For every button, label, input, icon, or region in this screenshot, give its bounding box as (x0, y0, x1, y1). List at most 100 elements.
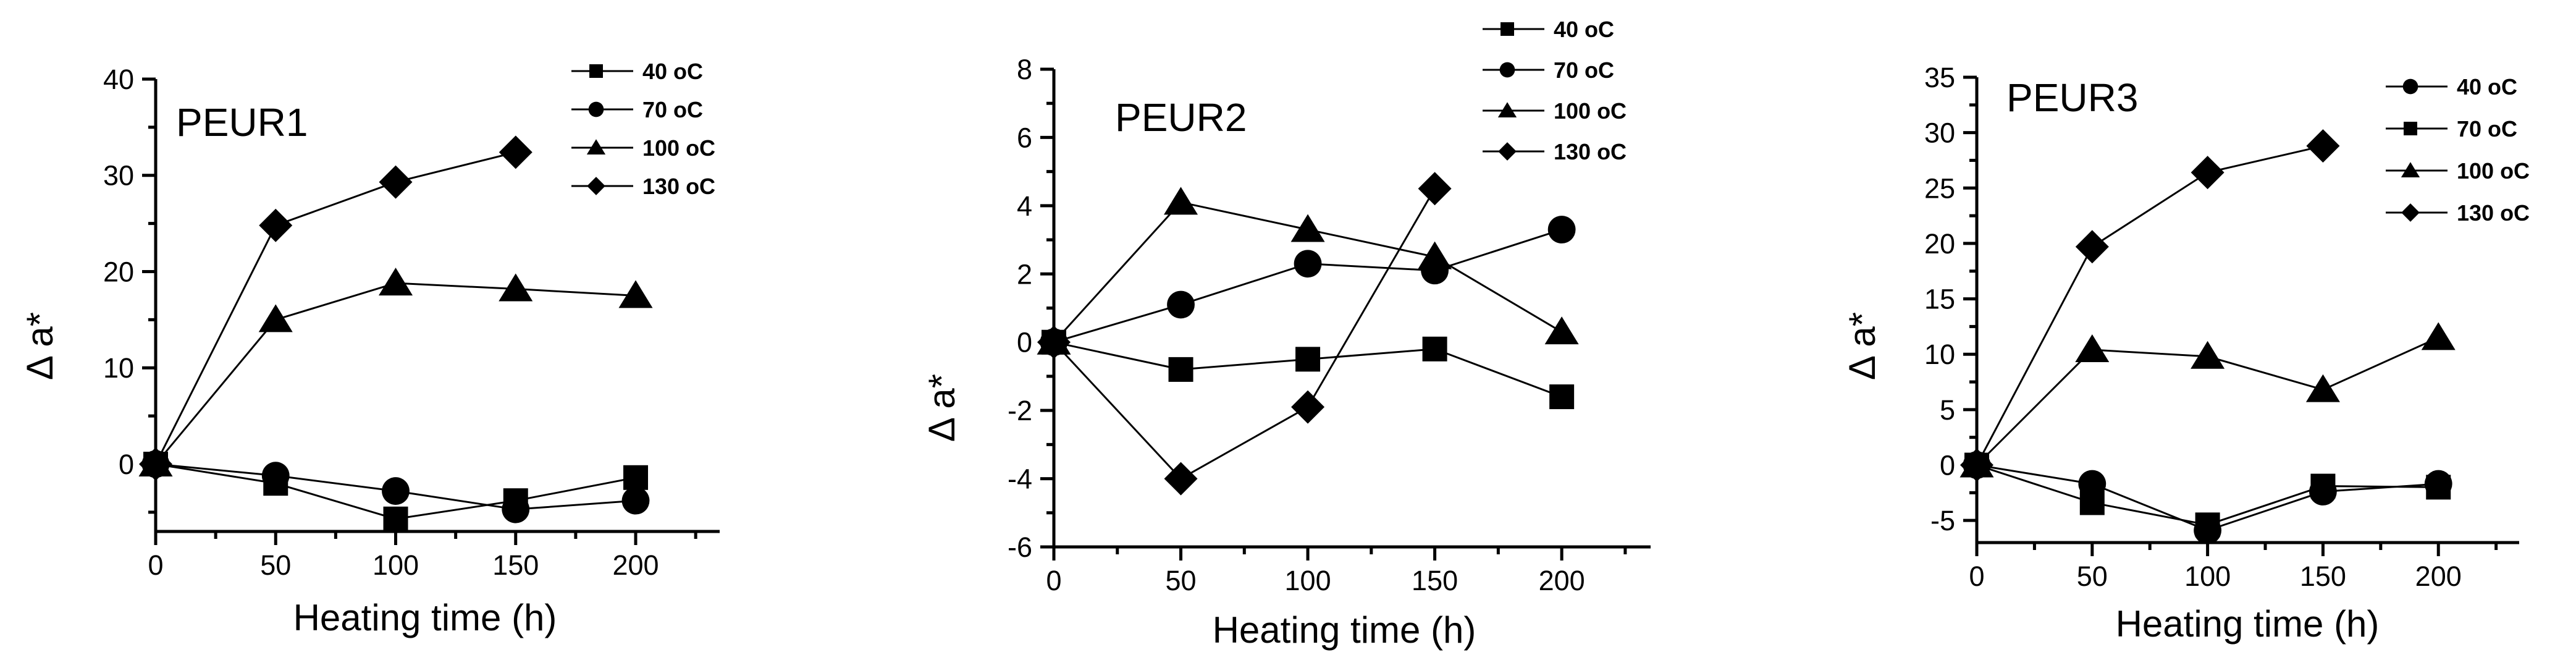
data-point (2310, 473, 2336, 499)
x-tick-label: 150 (1412, 565, 1458, 596)
legend-marker (1497, 102, 1517, 117)
y-tick-label: -4 (1008, 463, 1032, 495)
data-point (499, 273, 533, 302)
x-axis-title: Heating time (h) (1213, 609, 1476, 651)
data-point (2079, 490, 2105, 515)
y-tick-label: 0 (1940, 450, 1955, 481)
x-tick-label: 0 (148, 549, 163, 581)
y-axis-title: Δ a* (1842, 312, 1883, 380)
data-point (1295, 347, 1321, 372)
y-tick-label: 30 (103, 160, 134, 192)
x-tick-label: 200 (2415, 561, 2462, 592)
y-tick-label: 30 (1924, 117, 1955, 149)
data-point (499, 135, 532, 169)
legend-entry: 70 oC (1483, 57, 1614, 83)
y-tick-label: 6 (1017, 122, 1032, 153)
legend-marker (586, 139, 606, 154)
data-point (2075, 334, 2110, 363)
data-point (1418, 241, 1452, 269)
chart-panel-2: 0 50 100 150 200 -6 -4 -2 0 2 4 6 8 PEUR2 Heating time… (921, 17, 1651, 651)
legend-label: 70 oC (642, 97, 703, 122)
series-130-oc (1960, 129, 2340, 482)
series-130-oc (1037, 172, 1452, 496)
y-tick-label: 5 (1940, 394, 1955, 426)
y-tick-label: 4 (1017, 190, 1032, 222)
y-tick-label: 25 (1924, 172, 1955, 204)
legend-entry: 40 oC (2386, 74, 2517, 99)
data-point (2426, 475, 2451, 500)
legend-marker (1499, 62, 1515, 78)
legend-entry: 100 oC (571, 135, 715, 161)
data-point (2191, 156, 2225, 190)
legend-label: 100 oC (1554, 98, 1627, 124)
x-tick-label: 0 (1046, 565, 1061, 596)
legend-entry: 70 oC (2386, 116, 2517, 142)
data-point (2306, 129, 2340, 163)
data-point (1164, 187, 1198, 215)
legend-label: 100 oC (2457, 158, 2530, 184)
series-100-oc (1959, 322, 2456, 478)
x-tick-label: 100 (2184, 561, 2231, 592)
data-point (1422, 336, 1447, 362)
series-line (1053, 188, 1436, 480)
legend-marker (1498, 142, 1517, 161)
legend-marker (588, 101, 604, 117)
y-tick-label: -5 (1930, 505, 1955, 536)
legend-entry: 100 oC (1483, 98, 1627, 124)
x-tick-label: 50 (260, 549, 291, 581)
legend-label: 100 oC (642, 135, 715, 161)
legend-label: 70 oC (2457, 116, 2517, 142)
data-point (502, 495, 530, 523)
y-tick-label: 15 (1924, 284, 1955, 315)
data-point (1168, 357, 1193, 382)
y-axis-title: Δ a* (19, 312, 61, 380)
x-tick-label: 150 (2300, 561, 2346, 592)
data-point (1960, 448, 1993, 482)
series-line (154, 151, 516, 465)
data-point (1291, 390, 1325, 424)
y-tick-label: 8 (1017, 54, 1032, 85)
data-point (379, 165, 413, 199)
x-tick-label: 50 (2077, 561, 2108, 592)
data-point (1164, 462, 1198, 496)
y-tick-label: 0 (119, 449, 134, 480)
data-point (1294, 250, 1322, 278)
legend-label: 40 oC (2457, 74, 2517, 99)
x-tick-label: 100 (373, 549, 419, 581)
data-point (261, 462, 290, 490)
y-tick-label: 35 (1924, 62, 1955, 93)
series-line (1976, 145, 2323, 466)
legend-entry: 130 oC (1483, 139, 1627, 164)
x-axis-title: Heating time (h) (293, 597, 557, 638)
series-130-oc (139, 135, 532, 481)
legend-label: 130 oC (642, 174, 715, 199)
data-point (2305, 374, 2340, 402)
legend-label: 70 oC (1554, 57, 1614, 83)
data-point (2075, 230, 2109, 264)
y-tick-label: 10 (103, 352, 134, 384)
legend-entry: 40 oC (1483, 17, 1614, 42)
data-point (1167, 290, 1195, 319)
x-tick-label: 50 (1166, 565, 1197, 596)
legend-label: 40 oC (642, 59, 703, 84)
x-axis-title: Heating time (h) (2116, 603, 2380, 645)
x-tick-label: 150 (492, 549, 539, 581)
chart-panel-1: 0 50 100 150 200 0 10 20 30 40 PEUR1 Heating time (… (19, 59, 720, 638)
y-axis-title: Δ a* (921, 374, 962, 442)
series-70-oc (1040, 216, 1576, 357)
x-tick-label: 200 (1539, 565, 1585, 596)
data-point (2195, 512, 2220, 538)
legend-entry: 40 oC (571, 59, 703, 84)
legend-label: 130 oC (1554, 139, 1627, 164)
legend-marker (2401, 203, 2420, 222)
chart-panel-3: 0 50 100 150 200 -5 0 5 10 15 20 25 30 35 PEUR3 Heating… (1842, 62, 2530, 645)
data-point (258, 304, 293, 332)
x-tick-label: 200 (612, 549, 659, 581)
y-tick-label: 40 (103, 64, 134, 95)
legend-entry: 100 oC (2386, 158, 2530, 184)
data-point (2421, 322, 2456, 350)
y-tick-label: 20 (103, 256, 134, 287)
panel-title: PEUR1 (176, 100, 308, 145)
data-point (1544, 316, 1579, 345)
